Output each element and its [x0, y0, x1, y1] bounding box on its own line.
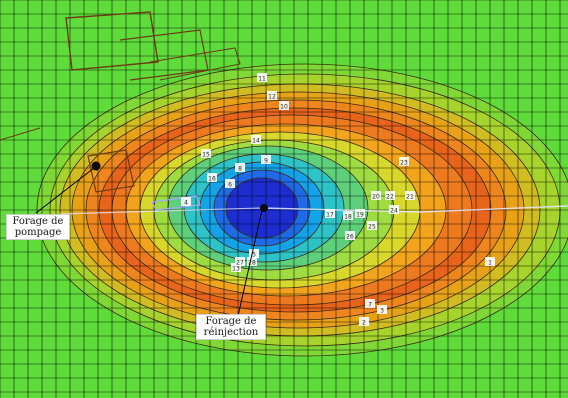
- svg-text:23: 23: [400, 160, 408, 167]
- svg-text:1: 1: [488, 260, 492, 267]
- building-outline: [149, 47, 241, 81]
- well-label: 2: [359, 317, 369, 327]
- svg-text:17: 17: [326, 212, 334, 219]
- well-label: 25: [367, 221, 377, 231]
- pumping-well-callout: Forage de pompage: [6, 214, 70, 240]
- well-label: 7: [365, 299, 375, 309]
- well-label: 28: [247, 257, 257, 267]
- well-label: 6: [225, 179, 235, 189]
- well-label: 26: [345, 231, 355, 241]
- svg-text:18: 18: [344, 214, 352, 221]
- svg-text:10: 10: [280, 104, 288, 111]
- boundary-line: [0, 127, 41, 141]
- svg-text:16: 16: [208, 176, 216, 183]
- well-label: 11: [257, 73, 267, 83]
- svg-text:24: 24: [390, 208, 398, 215]
- svg-text:22: 22: [386, 194, 394, 201]
- building-outline: [119, 29, 209, 81]
- svg-text:27: 27: [236, 260, 244, 267]
- well-label: 24: [389, 205, 399, 215]
- svg-text:21: 21: [406, 194, 414, 201]
- svg-text:20: 20: [372, 194, 380, 201]
- well-label: 14: [251, 135, 261, 145]
- svg-text:5: 5: [252, 252, 256, 259]
- well-label: 20: [371, 191, 381, 201]
- callout-leaders: [35, 167, 263, 317]
- well-label: 9: [261, 155, 271, 165]
- building-outlines: [0, 11, 568, 215]
- pumping-building: [87, 149, 135, 193]
- svg-text:25: 25: [368, 224, 376, 231]
- svg-text:3: 3: [380, 308, 384, 315]
- injection-well-callout: Forage de réinjection: [196, 314, 266, 340]
- well-label: 19: [355, 209, 365, 219]
- svg-text:4: 4: [184, 200, 188, 207]
- svg-text:2: 2: [362, 320, 366, 327]
- well-label: 16: [207, 173, 217, 183]
- svg-text:11: 11: [258, 76, 266, 83]
- well-label: 23: [399, 157, 409, 167]
- well-label: 13: [231, 263, 241, 273]
- svg-text:9: 9: [264, 158, 268, 165]
- well-label: 17: [325, 209, 335, 219]
- well-label: 4: [181, 197, 191, 207]
- svg-text:8: 8: [238, 166, 242, 173]
- well-label: 8: [235, 163, 245, 173]
- injection-leader: [237, 209, 263, 317]
- well-label: 22: [385, 191, 395, 201]
- pipeline: [59, 207, 263, 215]
- pumping-leader: [35, 167, 95, 214]
- well-label: 27: [235, 257, 245, 267]
- well-label: 10: [279, 101, 289, 111]
- svg-text:12: 12: [268, 94, 276, 101]
- injection-well-marker[interactable]: [260, 204, 268, 212]
- building-outline: [65, 11, 159, 71]
- pipeline: [261, 205, 568, 213]
- svg-text:28: 28: [248, 260, 256, 267]
- svg-text:14: 14: [252, 138, 260, 145]
- svg-text:6: 6: [228, 182, 232, 189]
- well-label: 5: [249, 249, 259, 259]
- well-label: 3: [377, 305, 387, 315]
- svg-text:15: 15: [202, 152, 210, 159]
- svg-text:7: 7: [368, 302, 372, 309]
- well-label: 21: [405, 191, 415, 201]
- svg-text:19: 19: [356, 212, 364, 219]
- well-label: 18: [343, 211, 353, 221]
- well-label: 15: [201, 149, 211, 159]
- well-label: 12: [267, 91, 277, 101]
- svg-text:13: 13: [232, 266, 240, 273]
- well-label: 1: [485, 257, 495, 267]
- svg-text:26: 26: [346, 234, 354, 241]
